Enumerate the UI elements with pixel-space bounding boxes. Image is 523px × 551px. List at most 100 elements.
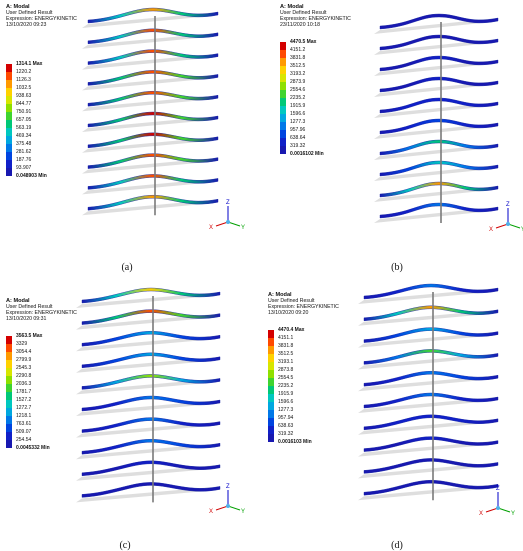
result-date: 23/11/2020 10:18 — [280, 22, 320, 28]
blade — [87, 153, 219, 169]
blade-undeformed — [82, 157, 218, 174]
legend-swatch — [6, 120, 12, 128]
blade-undeformed — [82, 116, 218, 132]
blade — [363, 327, 499, 343]
legend-label: 1596.6 — [278, 399, 294, 405]
legend-label: 3512.5 — [278, 351, 294, 357]
blade — [87, 132, 219, 149]
blade — [87, 49, 219, 65]
legend-swatch — [268, 394, 274, 402]
blade — [87, 90, 219, 107]
legend-label: 3512.5 — [290, 63, 306, 69]
legend-swatch — [6, 80, 12, 88]
blade-undeformed — [82, 178, 218, 195]
legend-swatch — [280, 82, 286, 90]
legend-swatch — [280, 90, 286, 98]
blade-undeformed — [374, 60, 498, 76]
axis-triad: Z X Y — [209, 484, 245, 515]
blade — [363, 479, 499, 496]
blade-undeformed — [358, 309, 498, 326]
axis-triad: Z X Y — [489, 202, 523, 233]
blade — [379, 139, 499, 156]
panel-d: A: Modal User Defined Result Expression:… — [262, 276, 523, 551]
blade-undeformed — [76, 356, 220, 373]
legend-label: 2036.3 — [16, 381, 32, 387]
legend-label: 1277.3 — [290, 119, 306, 125]
legend-label: 3193.1 — [278, 359, 294, 365]
y-axis-label: Y — [511, 511, 515, 517]
legend-swatch — [280, 58, 286, 66]
legend-swatch — [6, 152, 12, 160]
x-axis-label: X — [479, 511, 483, 517]
legend-swatch — [268, 370, 274, 378]
blade-undeformed — [358, 484, 498, 501]
blade — [379, 202, 499, 219]
y-axis-label: Y — [241, 225, 245, 231]
legend-label: 2554.5 — [278, 375, 294, 381]
legend-swatch — [6, 336, 12, 344]
legend-swatch — [268, 330, 274, 338]
blade-undeformed — [374, 18, 498, 34]
z-axis-label: Z — [226, 200, 230, 206]
blade — [81, 330, 221, 347]
legend-swatch — [268, 434, 274, 442]
legend-swatch — [6, 144, 12, 152]
result-type: User Defined Result — [268, 298, 315, 304]
blade-undeformed — [82, 12, 218, 28]
blade-undeformed — [76, 400, 220, 416]
blade-undeformed — [82, 199, 218, 216]
legend-label: 1915.9 — [278, 391, 294, 397]
legend-swatch — [6, 88, 12, 96]
legend-swatch — [280, 42, 286, 50]
legend-label: 2799.9 — [16, 357, 32, 363]
legend-label: 3329 — [16, 341, 28, 347]
blade-undeformed — [374, 207, 498, 223]
y-axis — [497, 507, 511, 513]
result-date: 13/10/2020 09:31 — [6, 316, 47, 322]
blade — [81, 352, 221, 369]
legend-swatch — [6, 408, 12, 416]
figure-caption: (d) — [391, 540, 403, 551]
analysis-title: A: Modal — [6, 298, 30, 304]
legend-label: 0.0016103 Min — [278, 439, 312, 445]
legend-label: 3563.5 Max — [16, 333, 43, 339]
panel-b: A: Modal User Defined Result Expression:… — [262, 0, 523, 275]
blade — [81, 482, 221, 498]
legend-swatch — [6, 64, 12, 72]
blade-undeformed — [82, 136, 218, 153]
legend-label: 1272.7 — [16, 405, 32, 411]
figure-caption: (a) — [121, 262, 133, 273]
result-type: User Defined Result — [6, 304, 53, 310]
z-axis-label: Z — [496, 486, 500, 492]
legend-label: 2235.2 — [278, 383, 294, 389]
legend-label: 763.61 — [16, 421, 32, 427]
legend-swatch — [280, 122, 286, 130]
blade — [81, 417, 221, 433]
legend-label: 93.907 — [16, 165, 32, 171]
legend-swatch — [6, 392, 12, 400]
axis-triad: Z X Y — [479, 486, 515, 517]
legend-swatch — [6, 96, 12, 104]
blade — [379, 97, 499, 114]
legend-swatch — [280, 106, 286, 114]
legend-label: 319.32 — [278, 431, 294, 437]
blade-undeformed — [76, 378, 220, 395]
blade-undeformed — [76, 292, 220, 308]
blade — [87, 111, 219, 128]
legend-swatch — [280, 130, 286, 138]
blade-undeformed — [374, 186, 498, 202]
blade — [87, 194, 219, 211]
blade — [81, 438, 221, 455]
blade — [379, 160, 499, 177]
blade — [81, 460, 221, 477]
legend-label: 281.62 — [16, 149, 32, 155]
blade-undeformed — [358, 462, 498, 479]
figure-caption: (b) — [391, 262, 403, 273]
legend-label: 563.19 — [16, 125, 32, 131]
legend-label: 1277.3 — [278, 407, 294, 413]
blade-undeformed — [76, 464, 220, 481]
x-axis — [485, 507, 499, 513]
legend-swatch — [280, 50, 286, 58]
legend-label: 1218.1 — [16, 413, 32, 419]
legend-label: 4151.2 — [290, 47, 306, 53]
